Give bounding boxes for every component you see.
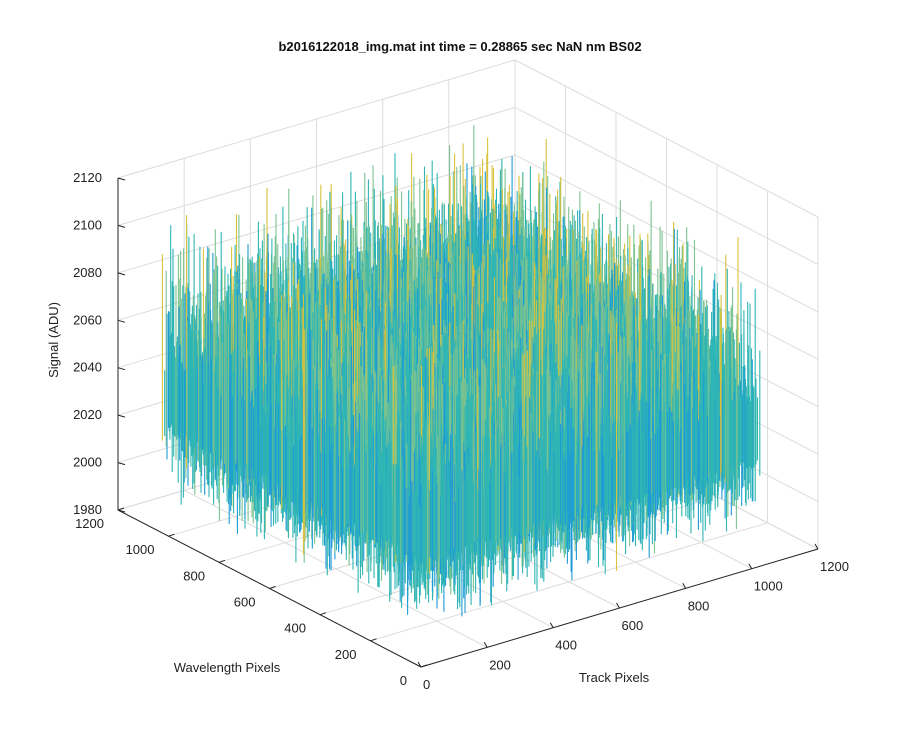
back-wall-gridline-z: [117, 59, 516, 179]
side-wall-gridline-z: [514, 154, 819, 313]
back-wall-gridline-z: [117, 154, 516, 274]
side-wall-gridline-z: [514, 106, 819, 265]
surface-plot: [161, 125, 761, 617]
side-wall-gridline-z: [514, 59, 819, 218]
floor-gridline-y: [370, 522, 768, 642]
back-wall-gridline-z: [117, 106, 516, 226]
surface-strips: [161, 125, 761, 617]
